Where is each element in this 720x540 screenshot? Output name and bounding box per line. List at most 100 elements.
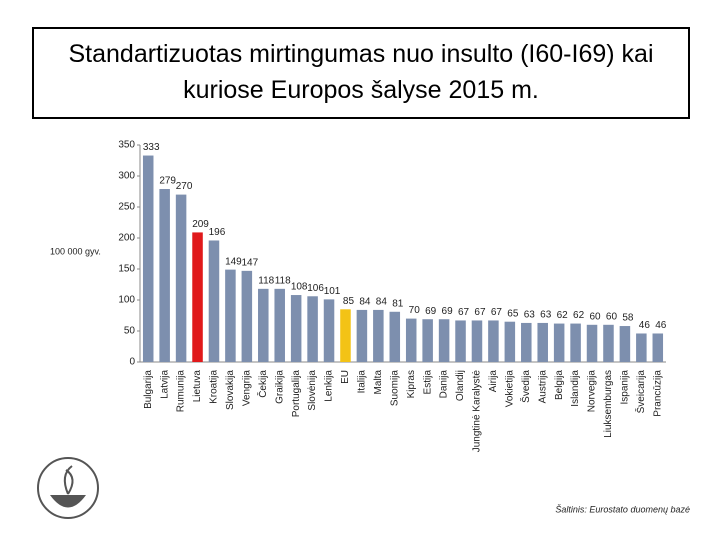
- title-box: [32, 27, 690, 119]
- bar: [373, 309, 384, 362]
- y-tick-label: 50: [124, 326, 136, 337]
- x-tick-label: Vengrija: [241, 370, 252, 407]
- x-tick-label: Norvegija: [587, 370, 598, 413]
- logo: [37, 457, 99, 519]
- y-axis-label: 100 000 gyv.: [50, 246, 101, 256]
- x-tick-label: Olandij: [455, 370, 466, 401]
- bar: [356, 309, 368, 362]
- bar: [290, 295, 302, 362]
- bar: [619, 326, 631, 362]
- x-tick-label: Kroatija: [209, 370, 220, 404]
- y-tick-label: 350: [118, 140, 135, 151]
- x-tick-label: Portugalija: [291, 370, 302, 418]
- bar: [455, 320, 466, 362]
- x-tick-label: Latvija: [159, 370, 170, 399]
- x-tick-label: Ispanija: [620, 370, 631, 405]
- bar: [636, 333, 647, 362]
- bar: [175, 194, 187, 362]
- value-label: 62: [573, 310, 585, 321]
- bar: [142, 155, 154, 362]
- value-label: 147: [242, 258, 259, 269]
- value-label: 63: [540, 310, 552, 321]
- x-tick-label: Graikija: [274, 370, 285, 404]
- bar: [307, 296, 318, 362]
- x-tick-label: Rumunija: [176, 370, 187, 413]
- value-label: 108: [291, 282, 308, 293]
- bar: [389, 311, 401, 362]
- value-label: 279: [159, 176, 176, 187]
- x-tick-label: Vokietija: [504, 370, 515, 408]
- value-label: 65: [507, 308, 519, 319]
- value-label: 118: [275, 275, 291, 286]
- x-tick-label: Liuksemburgas: [603, 370, 614, 438]
- x-tick-label: Švedija: [519, 370, 532, 403]
- value-label: 85: [343, 296, 355, 307]
- y-tick-label: 100: [118, 295, 135, 306]
- y-tick-label: 150: [118, 264, 135, 275]
- bar: [258, 288, 269, 362]
- bar: [438, 319, 450, 362]
- y-tick-label: 300: [118, 171, 135, 182]
- x-tick-label: Italija: [357, 370, 368, 394]
- bar: [208, 240, 220, 362]
- x-tick-label: Lietuva: [192, 370, 203, 403]
- y-tick-label: 200: [118, 233, 135, 244]
- x-tick-label: Šveicarija: [634, 370, 647, 414]
- value-label: 101: [324, 286, 341, 297]
- bar: [652, 333, 664, 362]
- value-label: 69: [425, 306, 437, 317]
- value-label: 196: [209, 227, 226, 238]
- x-tick-label: Belgija: [554, 370, 565, 400]
- value-label: 106: [307, 283, 324, 294]
- value-label: 84: [359, 297, 371, 308]
- value-label: 62: [557, 310, 569, 321]
- value-label: 60: [589, 311, 601, 322]
- x-tick-label: Suomija: [389, 370, 400, 407]
- x-tick-label: Danija: [439, 370, 450, 399]
- bar: [603, 324, 614, 362]
- x-tick-label: Airija: [488, 370, 499, 393]
- x-tick-label: Jungtinė Karalystė: [472, 370, 483, 453]
- x-tick-label: Bulgarija: [143, 370, 154, 409]
- x-tick-label: Čekija: [256, 370, 269, 398]
- y-tick-label: 250: [118, 202, 135, 213]
- bar: [586, 324, 598, 362]
- bar: [340, 309, 351, 362]
- bar: [323, 299, 335, 362]
- value-label: 67: [474, 307, 486, 318]
- value-label: 46: [639, 320, 651, 331]
- x-tick-label: Austrija: [537, 370, 548, 404]
- bar: [553, 323, 565, 362]
- value-label: 69: [442, 306, 454, 317]
- value-label: 209: [192, 219, 209, 230]
- bar: [192, 232, 203, 362]
- x-tick-label: Slovakija: [225, 370, 236, 410]
- source-note: Šaltinis: Eurostato duomenų bazė: [555, 504, 690, 514]
- bar: [241, 270, 253, 362]
- value-label: 67: [491, 307, 503, 318]
- x-tick-label: Malta: [373, 370, 384, 395]
- value-label: 270: [176, 181, 193, 192]
- value-label: 70: [409, 305, 421, 316]
- x-tick-label: Prancūzija: [652, 370, 663, 417]
- value-label: 333: [143, 142, 160, 153]
- bar: [225, 269, 236, 362]
- bar: [504, 321, 516, 362]
- x-tick-label: Slovėnija: [307, 370, 318, 411]
- value-label: 60: [606, 311, 618, 322]
- value-label: 67: [458, 307, 470, 318]
- x-tick-label: Islandija: [570, 370, 581, 407]
- bar: [405, 318, 417, 362]
- bar: [422, 319, 433, 362]
- value-label: 118: [258, 275, 274, 286]
- value-label: 81: [392, 298, 404, 309]
- value-label: 46: [655, 320, 667, 331]
- y-tick-label: 0: [129, 357, 135, 368]
- title-wrap: Standartizuotas mirtingumas nuo insulto …: [68, 40, 653, 104]
- bar: [488, 320, 499, 362]
- bar: [159, 189, 170, 362]
- x-tick-label: Kipras: [406, 370, 417, 398]
- value-label: 63: [524, 310, 536, 321]
- x-tick-label: Lenkija: [324, 370, 335, 402]
- value-label: 84: [376, 297, 388, 308]
